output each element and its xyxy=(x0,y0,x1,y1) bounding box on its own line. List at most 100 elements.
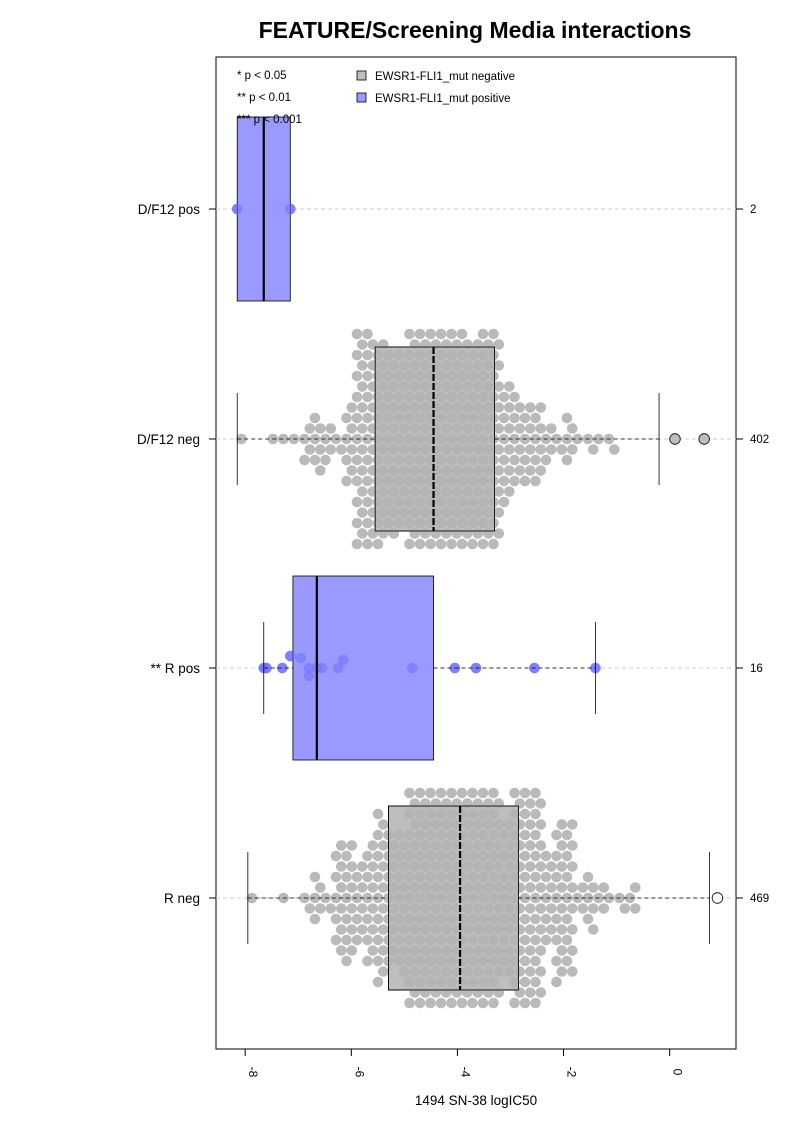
point-negative xyxy=(488,412,499,424)
point-negative xyxy=(320,433,331,445)
point-negative xyxy=(567,924,578,935)
point-negative xyxy=(435,475,447,487)
point-negative xyxy=(404,538,415,550)
point-negative xyxy=(388,924,400,935)
point-negative xyxy=(488,433,499,445)
point-negative xyxy=(488,955,499,967)
point-negative xyxy=(593,433,604,445)
point-negative xyxy=(435,412,447,424)
point-negative xyxy=(462,819,473,830)
point-negative xyxy=(414,871,426,883)
point-negative xyxy=(451,465,463,476)
point-negative xyxy=(425,328,436,340)
point-negative xyxy=(441,882,452,893)
point-negative xyxy=(456,808,468,820)
point-negative xyxy=(309,871,321,883)
point-negative xyxy=(357,882,368,893)
point-negative xyxy=(467,496,478,508)
point-negative xyxy=(546,423,557,434)
point-negative xyxy=(467,349,478,361)
point-negative xyxy=(372,454,384,466)
point-negative xyxy=(346,465,358,476)
point-negative xyxy=(446,787,457,799)
point-negative xyxy=(446,934,457,946)
point-negative xyxy=(530,871,541,883)
point-negative xyxy=(493,987,505,998)
x-axis-label: 1494 SN-38 logIC50 xyxy=(415,1093,537,1108)
point-negative xyxy=(525,465,536,476)
point-negative xyxy=(362,475,373,487)
sig-legend-1: * p < 0.05 xyxy=(237,70,287,82)
point-negative xyxy=(488,517,499,529)
point-negative xyxy=(467,538,478,550)
point-negative xyxy=(509,787,520,799)
point-negative xyxy=(435,808,447,820)
point-negative xyxy=(603,892,615,904)
point-negative xyxy=(435,328,447,340)
point-negative xyxy=(336,861,347,872)
point-negative xyxy=(414,892,426,904)
point-negative xyxy=(525,798,536,809)
point-negative xyxy=(372,955,384,967)
point-negative xyxy=(420,924,431,935)
point-negative xyxy=(425,934,436,946)
point-negative xyxy=(456,496,468,508)
point-negative xyxy=(483,861,494,872)
point-negative xyxy=(435,496,447,508)
point-negative xyxy=(535,819,547,830)
point-negative xyxy=(582,871,594,883)
point-negative xyxy=(509,997,520,1009)
point-negative xyxy=(493,528,505,539)
point-negative xyxy=(588,903,599,914)
point-negative xyxy=(404,850,415,862)
point-negative xyxy=(509,934,520,946)
point-negative xyxy=(409,819,421,830)
point-negative xyxy=(472,924,484,935)
point-negative xyxy=(483,987,494,998)
point-negative xyxy=(493,444,505,455)
point-negative xyxy=(430,819,442,830)
point-negative xyxy=(514,798,526,809)
point-negative xyxy=(336,444,347,455)
point-negative xyxy=(393,850,405,862)
point-negative xyxy=(388,360,400,371)
point-negative xyxy=(367,444,379,455)
point-negative xyxy=(441,924,452,935)
point-negative xyxy=(446,892,457,904)
point-negative xyxy=(546,444,557,455)
point-negative xyxy=(341,934,352,946)
point-negative xyxy=(467,829,478,841)
point-negative xyxy=(546,882,557,893)
point-negative xyxy=(378,840,389,851)
point-negative xyxy=(383,496,394,508)
point-negative xyxy=(425,955,436,967)
point-negative xyxy=(504,966,515,977)
point-negative xyxy=(430,423,442,434)
point-negative xyxy=(420,819,431,830)
point-negative xyxy=(441,444,452,455)
point-negative xyxy=(525,903,536,914)
point-negative xyxy=(509,391,520,403)
x-tick-label: -2 xyxy=(565,1067,579,1078)
y-axis-labels: D/F12 pos D/F12 neg ** R pos R neg xyxy=(137,202,216,906)
mutation-legend: EWSR1-FLI1_mut negative EWSR1-FLI1_mut p… xyxy=(356,70,515,105)
point-negative xyxy=(504,882,515,893)
point-negative xyxy=(462,528,473,539)
point-negative xyxy=(351,871,363,883)
point-negative xyxy=(551,850,562,862)
point-negative xyxy=(477,538,489,550)
point-negative xyxy=(372,349,384,361)
point-negative xyxy=(446,475,457,487)
point-negative xyxy=(378,423,389,434)
point-negative xyxy=(430,402,442,413)
point-negative xyxy=(467,433,478,445)
point-negative xyxy=(378,945,389,956)
point-negative xyxy=(467,808,478,820)
point-negative xyxy=(467,955,478,967)
point-negative xyxy=(420,339,431,350)
point-negative xyxy=(346,423,358,434)
point-negative xyxy=(357,423,368,434)
point-negative xyxy=(488,787,499,799)
point-negative xyxy=(561,829,573,841)
point-negative xyxy=(588,924,599,935)
